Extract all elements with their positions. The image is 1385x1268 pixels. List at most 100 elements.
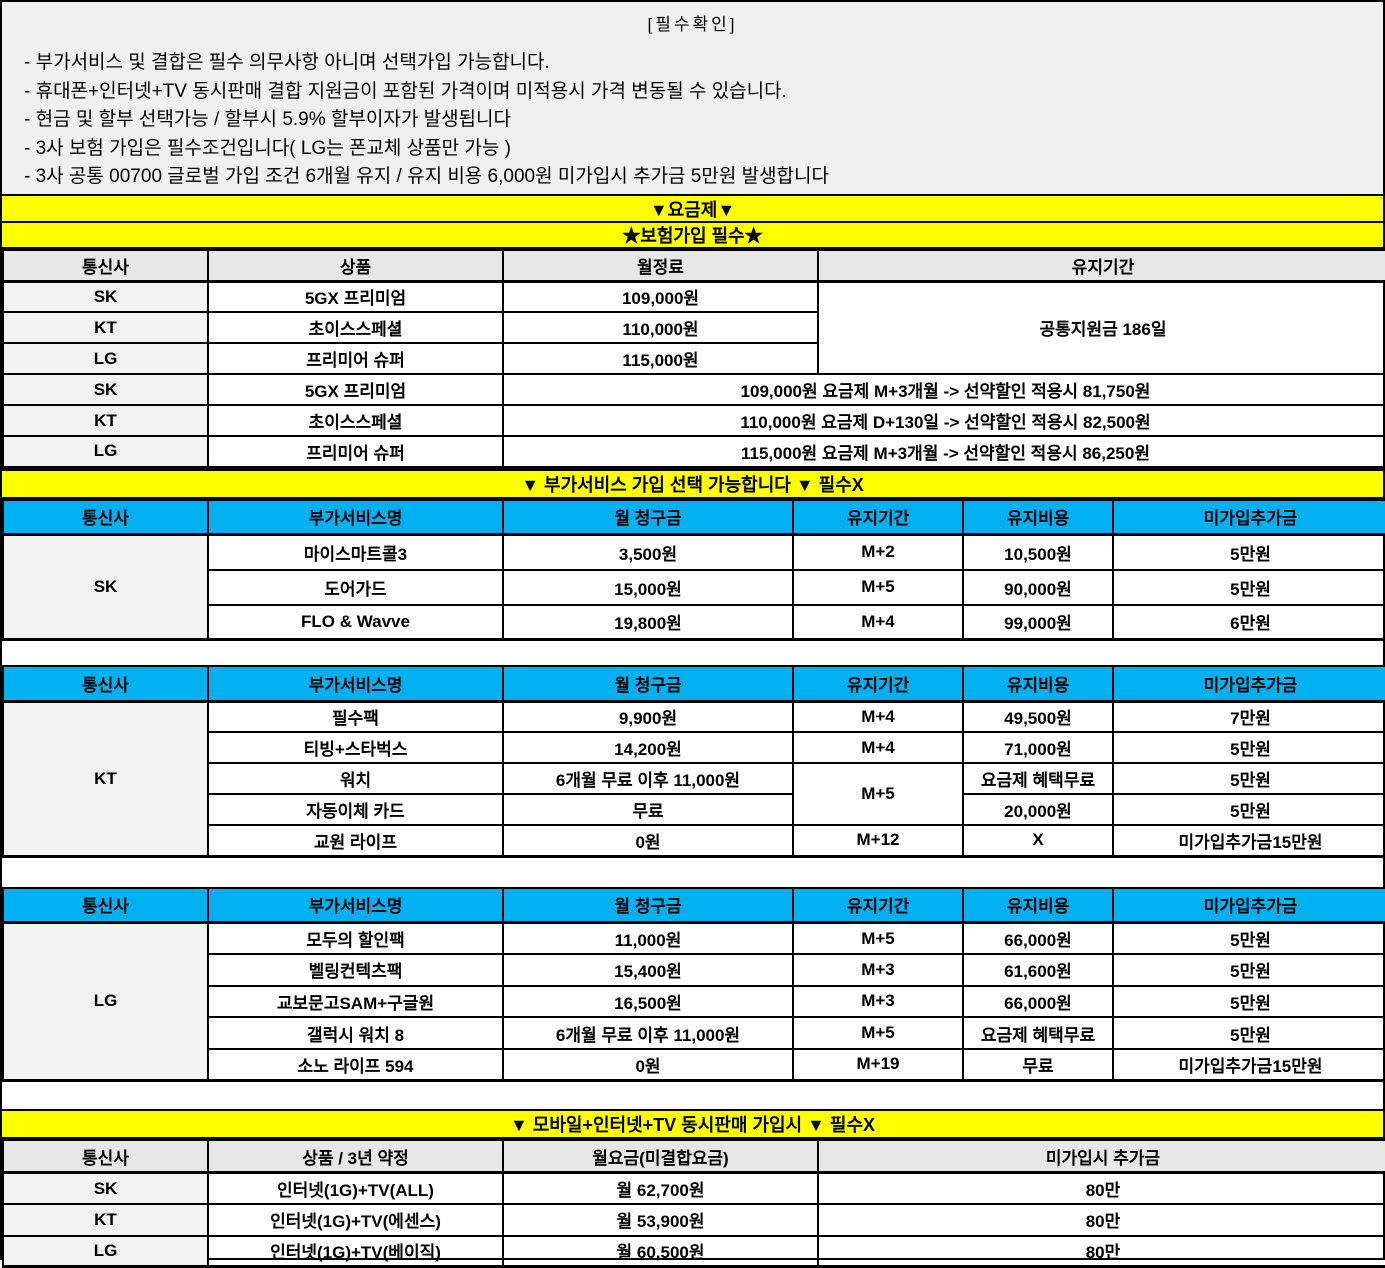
cell-retention-cost: 요금제 혜택무료: [962, 1016, 1114, 1050]
cell-product: 5GX 프리미엄: [207, 373, 504, 406]
cell-carrier: SK: [2, 280, 209, 313]
table-row: LG 프리미어 슈퍼 115,000원 요금제 M+3개월 -> 선약할인 적용…: [2, 435, 1385, 468]
cell-service-name: 티빙+스타벅스: [207, 731, 504, 764]
table-row: LG 모두의 할인팩 11,000원 M+5 66,000원 5만원: [2, 921, 1385, 1082]
plan-table-header-row: 통신사 상품 월정료 유지기간: [2, 249, 1385, 283]
cell-monthly-fee: 월 60,500원: [502, 1234, 819, 1268]
column-header-carrier: 통신사: [2, 886, 209, 924]
cell-nonjoin-penalty: 5만원: [1112, 1016, 1385, 1050]
addon-table-header-row: 통신사 부가서비스명 월 청구금 유지기간 유지비용 미가입추가금: [2, 886, 1385, 924]
column-header-retention: 유지기간: [817, 249, 1385, 283]
cell-retention-period: M+5: [792, 568, 964, 606]
table-row: 워치 6개월 무료 이후 11,000원 M+5 요금제 혜택무료 5만원: [3, 762, 1385, 826]
cell-product: 초이스스페셜: [207, 311, 504, 344]
cell-monthly-charge: 0원: [502, 1047, 794, 1082]
note-line: - 현금 및 할부 선택가능 / 할부시 5.9% 할부이자가 발생됩니다: [24, 109, 511, 130]
cell-service-name: 필수팩: [207, 700, 504, 733]
table-row: SK 5GX 프리미엄 109,000원 공통지원금 186일: [2, 280, 1385, 375]
cell-retention-period-merged: M+5: [792, 762, 964, 826]
table-row: KT 초이스스페셜 110,000원 요금제 D+130일 -> 선약할인 적용…: [2, 404, 1385, 437]
column-header-retention-cost: 유지비용: [962, 665, 1114, 703]
table-row: SK 인터넷(1G)+TV(ALL) 월 62,700원 80만: [2, 1171, 1385, 1206]
column-header-carrier: 통신사: [2, 249, 209, 283]
cell-product: 프리미어 슈퍼: [207, 435, 504, 468]
table-row: KT 인터넷(1G)+TV(에센스) 월 53,900원 80만: [2, 1203, 1385, 1237]
column-header-monthly-fee: 월정료: [502, 249, 819, 283]
column-header-nonjoin-penalty: 미가입추가금: [1112, 498, 1385, 536]
page-title: [필수확인]: [647, 15, 738, 34]
cell-monthly-charge: 무료: [502, 793, 794, 826]
table-row: 자동이체 카드 무료 20,000원 5만원: [3, 793, 1385, 826]
column-header-nonjoin-penalty: 미가입추가금: [1112, 886, 1385, 924]
cell-service-name: 모두의 할인팩: [207, 921, 504, 956]
table-row: 갤럭시 워치 8 6개월 무료 이후 11,000원 M+5 요금제 혜택무료 …: [3, 1016, 1385, 1050]
addon-table-header-row: 통신사 부가서비스명 월 청구금 유지기간 유지비용 미가입추가금: [2, 665, 1385, 703]
cell-nonjoin-penalty: 7만원: [1112, 700, 1385, 733]
cell-monthly-charge: 11,000원: [502, 921, 794, 956]
cell-nonjoin-penalty: 미가입추가금15만원: [1112, 1047, 1385, 1082]
kt-addon-table: 통신사 부가서비스명 월 청구금 유지기간 유지비용 미가입추가금 KT 필수팩…: [2, 665, 1385, 858]
column-header-nonjoin-penalty: 미가입시 추가금: [817, 1138, 1385, 1175]
column-header-carrier: 통신사: [2, 665, 209, 703]
sk-addon-table: 통신사 부가서비스명 월 청구금 유지기간 유지비용 미가입추가금 SK 마이스…: [2, 498, 1385, 641]
column-header-product: 상품: [207, 249, 504, 283]
cell-nonjoin-penalty: 미가입추가금15만원: [1112, 824, 1385, 857]
cell-service-name: 교보문고SAM+구글원: [207, 984, 504, 1019]
table-row: KT 초이스스페셜 110,000원: [2, 311, 1385, 344]
cell-carrier-merged: LG: [2, 921, 209, 1082]
bundle-table-header-row: 통신사 상품 / 3년 약정 월요금(미결합요금) 미가입시 추가금: [2, 1138, 1385, 1175]
cell-carrier: SK: [2, 373, 209, 406]
cell-nonjoin-penalty: 5만원: [1112, 984, 1385, 1019]
table-row: 벨링컨텍츠팩 15,400원 M+3 61,600원 5만원: [3, 953, 1385, 987]
cell-retention-period: M+4: [792, 731, 964, 764]
cell-nonjoin-penalty: 5만원: [1112, 953, 1385, 987]
table-gap: [2, 857, 1383, 887]
cell-nonjoin-penalty: 80만: [817, 1203, 1385, 1237]
note-line: - 휴대폰+인터넷+TV 동시판매 결합 지원금이 포함된 가격이며 미적용시 …: [24, 80, 787, 102]
cell-bundle-product: 인터넷(1G)+TV(베이직): [207, 1234, 504, 1268]
table-row: 교원 라이프 0원 M+12 X 미가입추가금15만원: [3, 824, 1385, 857]
cell-retention-cost: 61,600원: [962, 953, 1114, 987]
table-row: SK 5GX 프리미엄 109,000원 요금제 M+3개월 -> 선약할인 적…: [2, 373, 1385, 406]
cell-monthly-charge: 15,400원: [502, 953, 794, 987]
cell-monthly-charge: 15,000원: [502, 568, 794, 606]
bundle-table: 통신사 상품 / 3년 약정 월요금(미결합요금) 미가입시 추가금 SK 인터…: [2, 1138, 1385, 1268]
cell-carrier-merged: SK: [2, 533, 209, 641]
column-header-retention-cost: 유지비용: [962, 886, 1114, 924]
cell-monthly-fee: 115,000원: [502, 342, 819, 375]
cell-retention-cost: 10,500원: [962, 533, 1114, 571]
cell-nonjoin-penalty: 5만원: [1112, 921, 1385, 956]
banner-addon-optional: ▼ 부가서비스 가입 선택 가능합니다 ▼ 필수X: [2, 468, 1383, 499]
cell-carrier: LG: [2, 435, 209, 468]
table-row: 도어가드 15,000원 M+5 90,000원 5만원: [3, 568, 1385, 606]
cell-retention-period: M+4: [792, 603, 964, 641]
cell-retention-period: M+3: [792, 984, 964, 1019]
cell-discount-detail: 109,000원 요금제 M+3개월 -> 선약할인 적용시 81,750원: [502, 373, 1385, 406]
cell-retention-period: M+19: [792, 1047, 964, 1082]
cell-product: 초이스스페셜: [207, 404, 504, 437]
column-header-monthly-charge: 월 청구금: [502, 886, 794, 924]
cell-product: 프리미어 슈퍼: [207, 342, 504, 375]
cell-carrier: LG: [2, 1234, 209, 1268]
cell-carrier: SK: [2, 1171, 209, 1206]
column-header-monthly-fee: 월요금(미결합요금): [502, 1138, 819, 1175]
column-header-retention-period: 유지기간: [792, 665, 964, 703]
table-row: FLO & Wavve 19,800원 M+4 99,000원 6만원: [3, 603, 1385, 641]
cell-nonjoin-penalty: 80만: [817, 1171, 1385, 1206]
column-header-monthly-charge: 월 청구금: [502, 498, 794, 536]
cell-service-name: 갤럭시 워치 8: [207, 1016, 504, 1050]
note-line: - 3사 보험 가입은 필수조건입니다( LG는 폰교체 상품만 가능 ): [24, 137, 511, 159]
cell-retention-cost: 71,000원: [962, 731, 1114, 764]
cell-nonjoin-penalty: 5만원: [1112, 793, 1385, 826]
column-header-retention-period: 유지기간: [792, 886, 964, 924]
cell-retention-merged: 공통지원금 186일: [817, 280, 1385, 375]
cell-service-name: 도어가드: [207, 568, 504, 606]
cell-carrier: KT: [2, 404, 209, 437]
cell-nonjoin-penalty: 80만: [817, 1234, 1385, 1268]
cell-product: 5GX 프리미엄: [207, 280, 504, 313]
cell-retention-period: M+3: [792, 953, 964, 987]
cell-monthly-charge: 9,900원: [502, 700, 794, 733]
cell-retention-cost: 49,500원: [962, 700, 1114, 733]
cell-monthly-charge: 0원: [502, 824, 794, 857]
column-header-carrier: 통신사: [2, 1138, 209, 1175]
